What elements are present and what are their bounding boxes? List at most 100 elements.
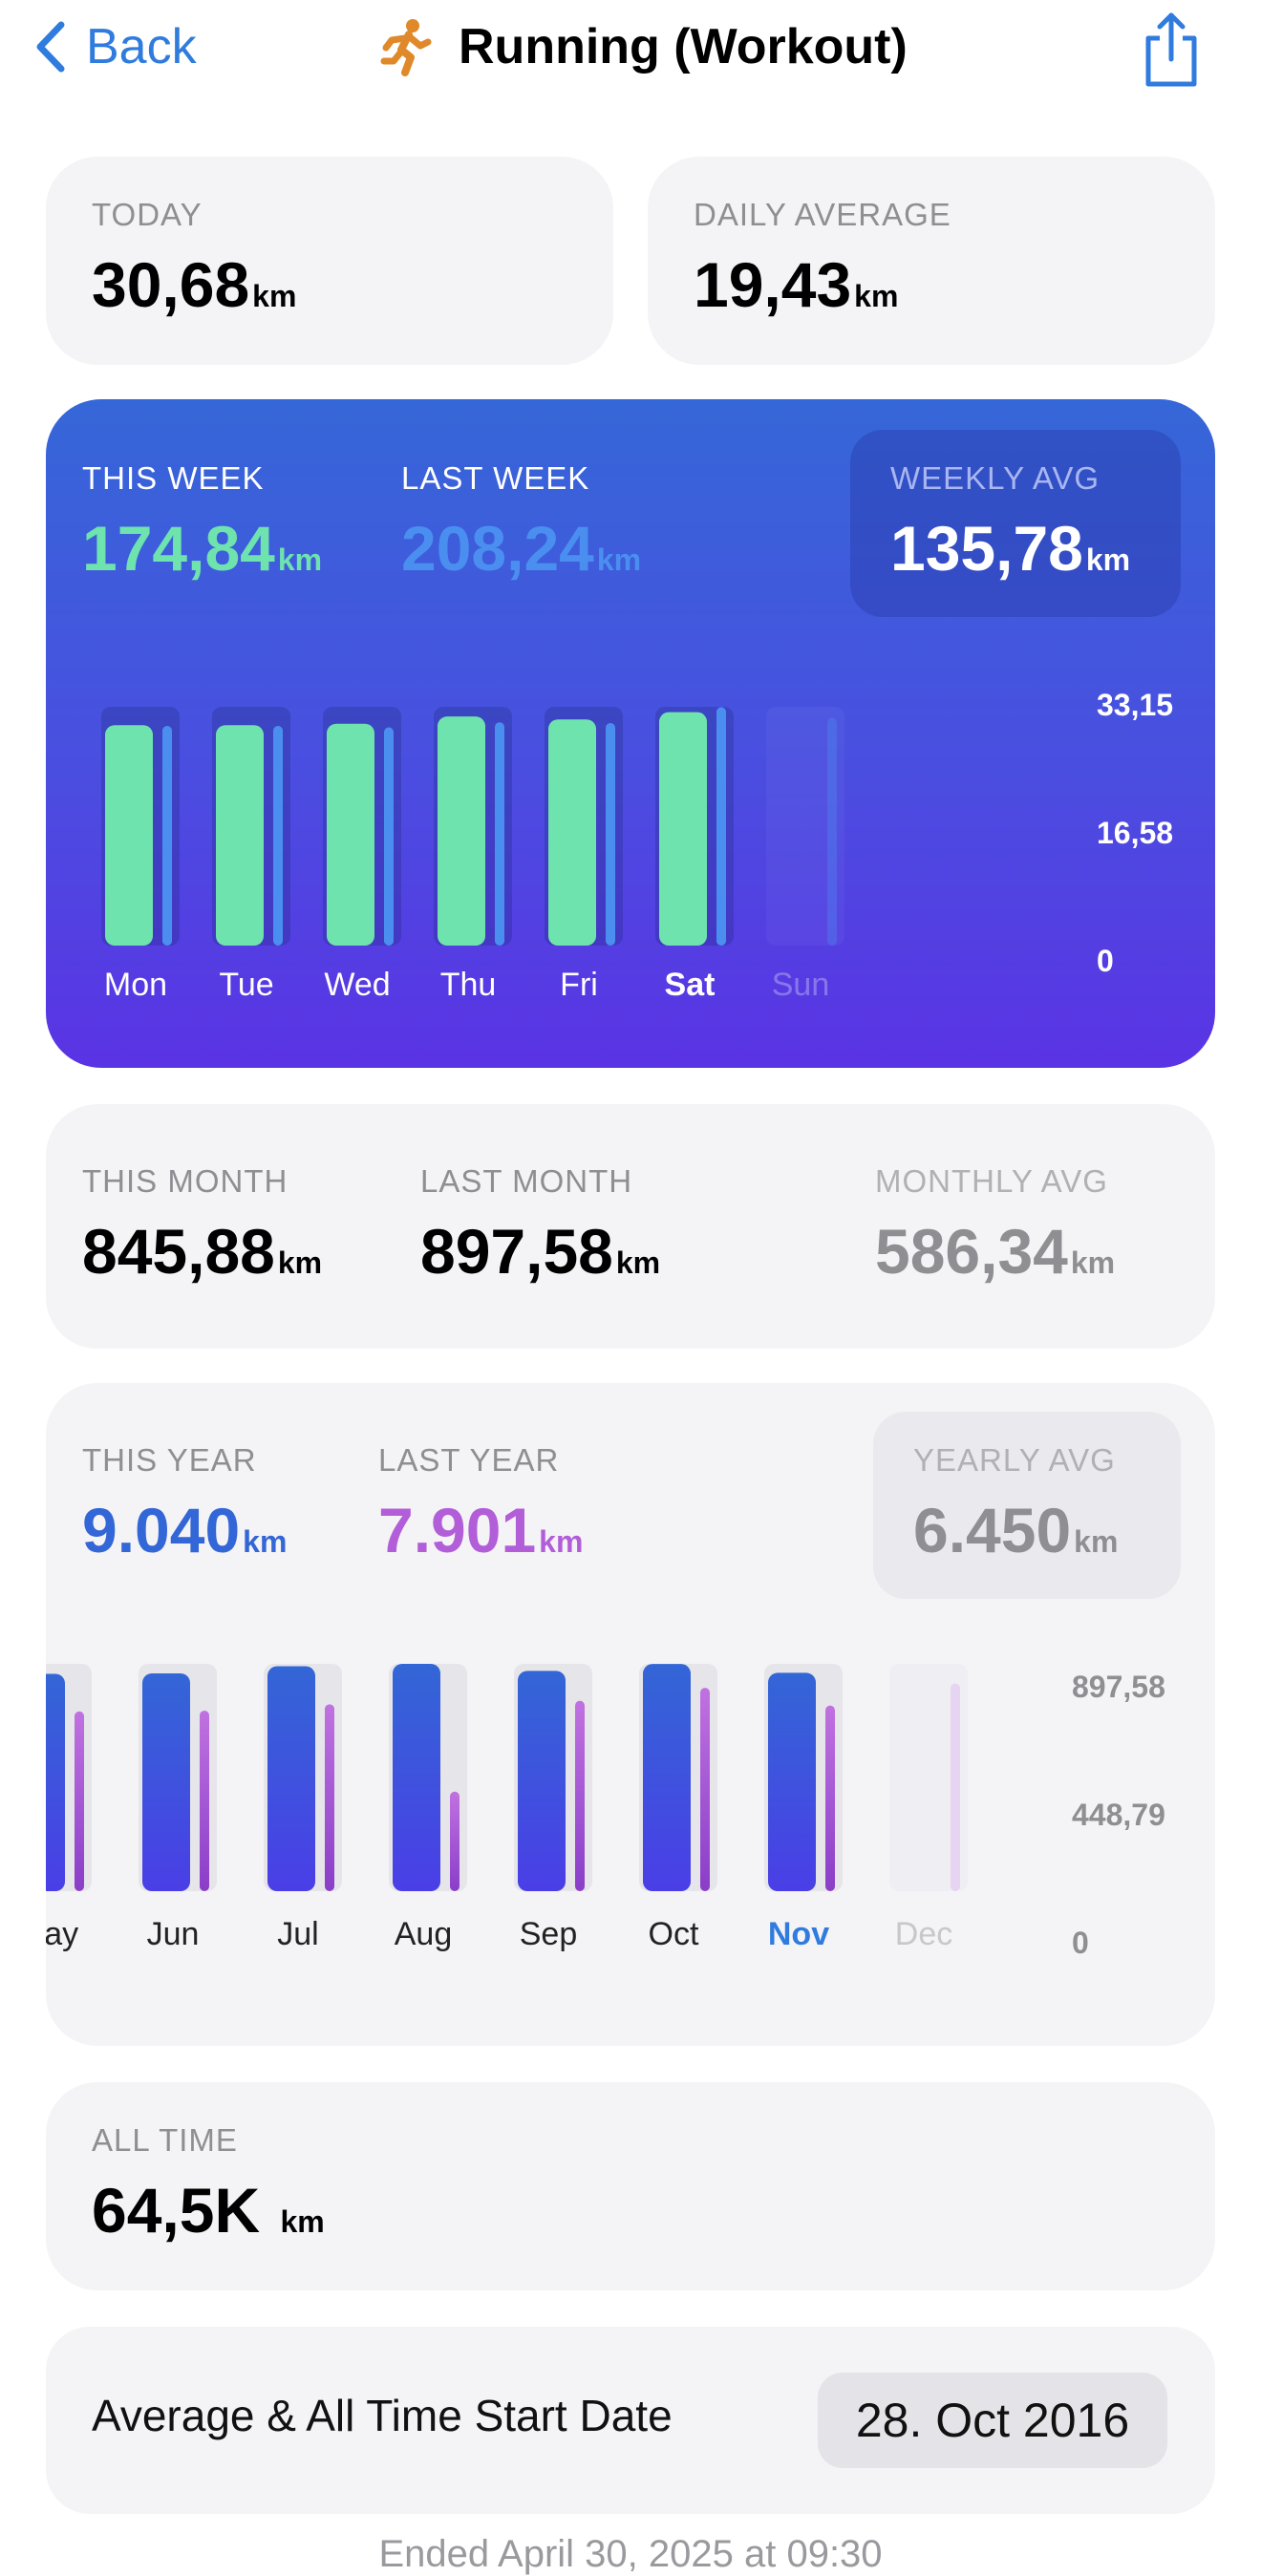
back-label: Back [86, 19, 197, 75]
year-last-bar-jul [325, 1704, 334, 1891]
start-date-picker[interactable]: 28. Oct 2016 [818, 2373, 1167, 2468]
year-last-bar-dec [951, 1683, 960, 1891]
today-number: 30,68 [92, 249, 250, 320]
year-tick-oct: Oct [649, 1916, 699, 1952]
yearly-average-number: 6.450 [913, 1495, 1072, 1565]
week-bar-tue [216, 725, 264, 946]
today-card[interactable]: TODAY 30,68km [46, 157, 613, 365]
year-bar-aug [393, 1664, 440, 1891]
this-month-unit: km [277, 1245, 323, 1280]
year-last-bar-sep [575, 1700, 585, 1891]
year-tick-jul: Jul [277, 1916, 318, 1952]
last-month-value: 897,58km [420, 1215, 660, 1288]
week-last-bar-mon [162, 725, 172, 946]
week-last-bar-tue [273, 725, 283, 946]
week-last-bar-fri [606, 722, 615, 946]
week-bar-mon [105, 725, 153, 946]
all-time-number: 64,5K [92, 2175, 261, 2246]
year-tick-sep: Sep [520, 1916, 578, 1952]
last-month-number: 897,58 [420, 1216, 613, 1287]
today-value: 30,68km [92, 248, 296, 321]
year-bar-track [889, 1664, 968, 1891]
footer-text: Ended April 30, 2025 at 09:30 [378, 2533, 883, 2575]
year-bar-jul [267, 1666, 315, 1891]
weekly-average-box: WEEKLY AVG 135,78km [850, 430, 1181, 617]
year-last-bar-oct [700, 1688, 710, 1891]
year-tick-may: May [46, 1916, 78, 1952]
yearly-average-unit: km [1074, 1524, 1119, 1559]
yearly-card[interactable]: THIS YEAR 9.040km LAST YEAR 7.901km YEAR… [46, 1383, 1215, 2046]
week-bar-wed [327, 723, 374, 946]
week-tick-wed: Wed [324, 967, 390, 1003]
monthly-average-label: MONTHLY AVG [875, 1163, 1108, 1199]
year-axis-top: 897,58 [1072, 1670, 1165, 1704]
today-label: TODAY [92, 197, 203, 232]
daily-average-value: 19,43km [694, 248, 898, 321]
weekly-average-label: WEEKLY AVG [890, 460, 1101, 496]
this-year-number: 9.040 [82, 1495, 241, 1565]
yearly-average-value: 6.450km [913, 1494, 1118, 1566]
all-time-unit: km [280, 2204, 325, 2239]
last-month-unit: km [615, 1245, 661, 1280]
last-week-unit: km [596, 543, 642, 577]
monthly-average-value: 586,34km [875, 1215, 1115, 1288]
daily-average-card[interactable]: DAILY AVERAGE 19,43km [648, 157, 1215, 365]
this-month-number: 845,88 [82, 1216, 275, 1287]
week-tick-sat: Sat [665, 967, 716, 1003]
week-tick-mon: Mon [104, 967, 167, 1003]
monthly-average-number: 586,34 [875, 1216, 1068, 1287]
daily-average-unit: km [854, 279, 899, 313]
this-week-unit: km [277, 543, 323, 577]
all-time-label: ALL TIME [92, 2122, 238, 2158]
year-last-bar-jun [200, 1710, 209, 1891]
daily-average-label: DAILY AVERAGE [694, 197, 951, 232]
year-last-bar-nov [825, 1705, 835, 1891]
week-tick-thu: Thu [440, 967, 497, 1003]
year-tick-nov: Nov [768, 1916, 829, 1952]
this-year-label: THIS YEAR [82, 1442, 257, 1478]
weekly-bar-chart: Mon Tue Wed Thu Fri Sat Sun [101, 707, 844, 1003]
weekly-card[interactable]: THIS WEEK 174,84km LAST WEEK 208,24km WE… [46, 399, 1215, 1068]
weekly-average-unit: km [1085, 543, 1131, 577]
year-last-bar-may [75, 1711, 84, 1891]
week-axis-zero: 0 [1097, 944, 1114, 978]
week-tick-fri: Fri [560, 967, 598, 1003]
this-year-unit: km [243, 1524, 288, 1559]
week-last-bar-thu [495, 722, 504, 946]
year-last-bar-aug [450, 1791, 460, 1891]
this-month-value: 845,88km [82, 1215, 322, 1288]
week-bar-thu [438, 716, 485, 946]
running-figure-icon [380, 19, 432, 76]
nav-bar: Back Running (Workout) [0, 0, 1261, 105]
week-axis-top: 33,15 [1097, 688, 1174, 722]
last-month-label: LAST MONTH [420, 1163, 633, 1199]
week-tick-tue: Tue [219, 967, 273, 1003]
back-button[interactable]: Back [34, 13, 197, 80]
yearly-bar-chart: May Jun Jul Aug Sep Oct Nov Dec [46, 1664, 968, 1952]
last-year-value: 7.901km [378, 1494, 583, 1566]
monthly-average-unit: km [1070, 1245, 1116, 1280]
share-icon[interactable] [1137, 10, 1206, 90]
year-bar-may [46, 1673, 65, 1891]
all-time-value: 64,5K km [92, 2174, 325, 2246]
last-year-unit: km [539, 1524, 584, 1559]
start-date-label: Average & All Time Start Date [92, 2391, 673, 2440]
all-time-card[interactable]: ALL TIME 64,5K km [46, 2082, 1215, 2290]
year-tick-dec: Dec [895, 1916, 952, 1952]
page-title-group: Running (Workout) [380, 13, 908, 80]
week-last-bar-sun [827, 717, 837, 946]
year-tick-jun: Jun [147, 1916, 200, 1952]
this-year-value: 9.040km [82, 1494, 287, 1566]
this-month-label: THIS MONTH [82, 1163, 289, 1199]
week-bar-sat [659, 712, 707, 946]
year-axis-mid: 448,79 [1072, 1798, 1165, 1832]
week-last-bar-sat [716, 707, 726, 946]
year-axis-zero: 0 [1072, 1926, 1089, 1960]
monthly-card[interactable]: THIS MONTH 845,88km LAST MONTH 897,58km … [46, 1104, 1215, 1349]
year-bar-jun [142, 1672, 190, 1891]
week-tick-sun: Sun [772, 967, 830, 1003]
last-week-value: 208,24km [401, 512, 641, 585]
week-last-bar-wed [384, 727, 394, 946]
this-week-number: 174,84 [82, 513, 275, 584]
week-axis-mid: 16,58 [1097, 816, 1174, 850]
